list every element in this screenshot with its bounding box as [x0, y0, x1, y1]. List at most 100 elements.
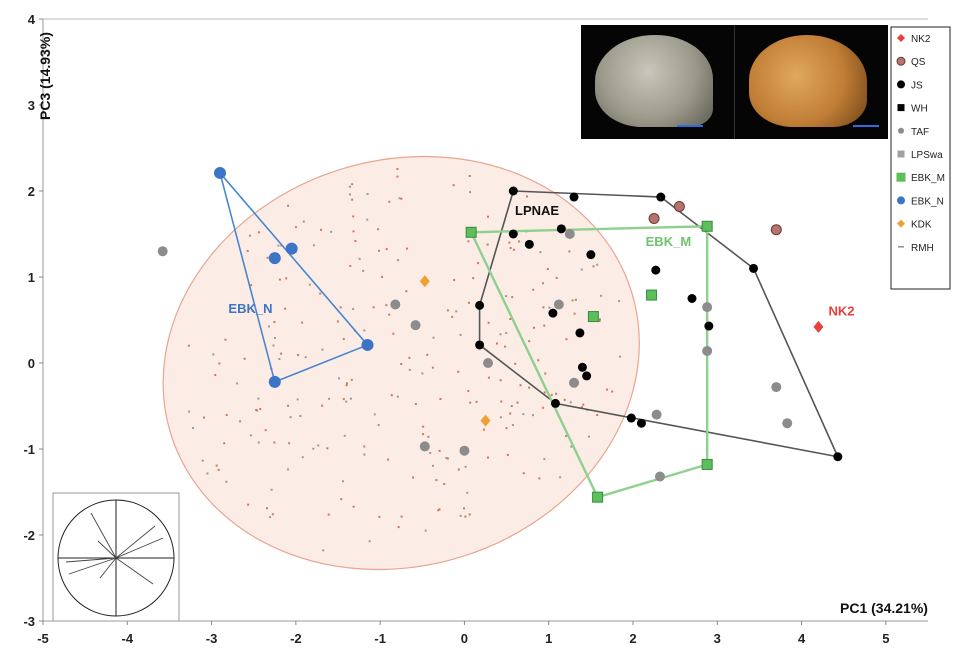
rmh-point [511, 296, 514, 299]
rmh-point [352, 307, 355, 310]
rmh-point [345, 384, 348, 387]
rmh-point [400, 197, 403, 200]
rmh-point [251, 309, 254, 312]
rmh-point [312, 447, 315, 450]
taf-point [569, 377, 579, 388]
rmh-point [284, 307, 287, 310]
rmh-point [271, 513, 274, 516]
y-axis-title: PC3 (14.93%) [37, 32, 53, 120]
rmh-point [596, 263, 599, 266]
rmh-point [396, 395, 399, 398]
rmh-point [543, 391, 546, 394]
rmh-point [487, 376, 490, 379]
taf-point [157, 246, 168, 257]
nk2-point [813, 320, 824, 333]
rmh-point [266, 256, 269, 259]
js-point [586, 250, 596, 260]
rmh-point [321, 348, 324, 351]
rmh-point [349, 264, 352, 267]
rmh-point [328, 397, 331, 400]
rmh-point [506, 453, 509, 456]
rmh-point [592, 265, 595, 268]
rmh-point [532, 288, 535, 291]
rmh-point [438, 508, 441, 511]
rmh-point [203, 416, 206, 419]
rmh-point [548, 306, 551, 309]
rmh-point [482, 428, 485, 431]
rmh-point [565, 338, 568, 341]
rmh-point [499, 416, 502, 419]
rmh-point [322, 549, 325, 552]
js-point [749, 263, 759, 273]
rmh-point [273, 441, 276, 444]
rmh-point [286, 468, 289, 471]
rmh-point [345, 382, 348, 385]
js-point [833, 452, 843, 462]
x-tick-label: 5 [882, 631, 889, 646]
ebk-n-point [268, 252, 281, 265]
rmh-point [544, 372, 547, 375]
rmh-point [468, 174, 471, 177]
rmh-point [400, 362, 403, 365]
rmh-point [424, 529, 427, 532]
rmh-point [438, 449, 441, 452]
taf-point [651, 409, 662, 420]
rmh-point [285, 277, 288, 280]
x-tick-label: 1 [545, 631, 552, 646]
rmh-point [215, 464, 218, 467]
rmh-point [546, 268, 549, 271]
y-tick-label: -3 [23, 614, 35, 629]
rmh-point [469, 191, 472, 194]
rmh-point [611, 390, 614, 393]
rmh-point [509, 246, 512, 249]
rmh-point [486, 243, 489, 246]
rmh-point [408, 356, 411, 359]
js-point [550, 398, 560, 408]
x-tick-label: 3 [714, 631, 721, 646]
rmh-point [446, 457, 449, 460]
rmh-point [396, 167, 399, 170]
js-point [582, 371, 592, 381]
rmh-point [618, 355, 621, 358]
rmh-point [373, 413, 376, 416]
rmh-point [273, 336, 276, 339]
rmh-point [487, 215, 490, 218]
rmh-point [348, 193, 351, 196]
rmh-point [304, 356, 307, 359]
kdk-point [480, 414, 491, 427]
ebk-m-point [701, 458, 713, 470]
rmh-point [257, 231, 260, 234]
rmh-point [287, 204, 290, 207]
group-label-layer: LPNAE EBK_M EBK_N NK2 [228, 203, 854, 319]
ebk-n-point [268, 375, 281, 388]
rmh-point [421, 372, 424, 375]
js-point [556, 224, 566, 234]
rmh-point [452, 184, 455, 187]
qs-point [770, 224, 782, 236]
y-tick-label: -2 [23, 528, 35, 543]
rmh-point [569, 401, 572, 404]
rmh-point [426, 353, 429, 356]
rmh-point [405, 290, 408, 293]
rmh-point [212, 353, 215, 356]
rmh-point [431, 464, 434, 467]
x-tick-label: -5 [37, 631, 49, 646]
rmh-point [432, 336, 435, 339]
taf-point [782, 418, 793, 429]
rmh-point [397, 526, 400, 529]
rmh-point [312, 244, 315, 247]
rmh-point [522, 472, 525, 475]
rmh-point [531, 414, 534, 417]
rmh-point [225, 414, 228, 417]
taf-point [702, 302, 713, 313]
rmh-point [337, 377, 340, 380]
rmh-point [217, 468, 220, 471]
rmh-point [352, 215, 355, 218]
js-point [636, 418, 646, 428]
rmh-point [192, 427, 195, 430]
rmh-point [308, 283, 311, 286]
qs-point [648, 213, 660, 225]
rmh-point [326, 447, 329, 450]
rmh-point [414, 403, 417, 406]
rmh-point [443, 482, 446, 485]
